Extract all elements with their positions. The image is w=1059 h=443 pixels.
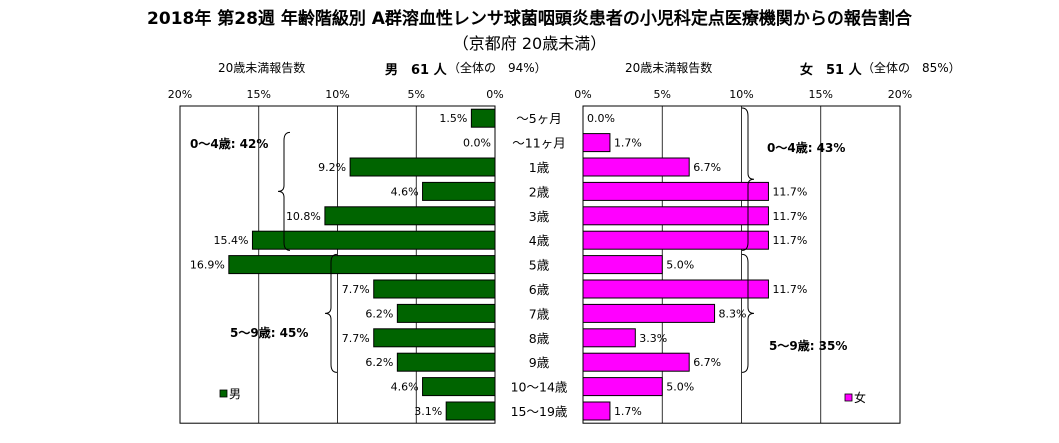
chart-subtitle: （京都府 20歳未満）: [452, 34, 607, 53]
male-bracket-0-4: [277, 131, 291, 251]
male-bar: [373, 279, 496, 299]
female-x-tick-label: 5%: [654, 88, 671, 101]
male-value-label: 16.9%: [190, 259, 225, 272]
category-label: 6歳: [529, 282, 550, 297]
category-label: 5歳: [529, 258, 550, 273]
female-bar: [582, 181, 769, 201]
female-bar: [582, 401, 611, 421]
male-bar: [228, 255, 496, 275]
female-value-label: 6.7%: [693, 356, 721, 369]
male-x-tick-label: 0%: [486, 88, 503, 101]
female-value-label: 8.3%: [719, 307, 747, 320]
female-bar: [582, 328, 636, 348]
category-label: 1歳: [529, 160, 550, 175]
male-value-label: 0.0%: [463, 137, 491, 150]
male-bar: [470, 108, 496, 128]
male-value-label: 6.2%: [365, 356, 393, 369]
male-x-tick-label: 15%: [247, 88, 271, 101]
category-label: 7歳: [529, 306, 550, 321]
category-label: 2歳: [529, 184, 550, 199]
female-bar: [582, 206, 769, 226]
female-legend-label: 女: [854, 390, 866, 405]
female-value-label: 5.0%: [666, 381, 694, 394]
category-label: 3歳: [529, 209, 550, 224]
male-legend-label: 男: [229, 387, 241, 401]
female-x-tick-label: 10%: [729, 88, 753, 101]
female-value-label: 11.7%: [772, 210, 807, 223]
category-label: 8歳: [529, 331, 550, 346]
category-label: 9歳: [529, 355, 550, 370]
male-value-label: 9.2%: [318, 161, 346, 174]
category-label: 15～19歳: [511, 404, 568, 419]
female-value-label: 5.0%: [666, 259, 694, 272]
male-value-label: 7.7%: [342, 332, 370, 345]
female-bracket-0-4: [741, 107, 755, 251]
male-value-label: 7.7%: [342, 283, 370, 296]
female-annotation-5-9: 5～9歳: 35%: [769, 338, 847, 353]
female-value-label: 11.7%: [772, 234, 807, 247]
male-sex-count: 男 61 人: [385, 63, 447, 78]
female-value-label: 3.3%: [639, 332, 667, 345]
category-label: ～11ヶ月: [512, 136, 565, 151]
male-x-tick-label: 10%: [325, 88, 349, 101]
male-count-label: 20歳未満報告数: [218, 61, 306, 75]
male-bar: [324, 206, 496, 226]
female-value-label: 1.7%: [614, 137, 642, 150]
female-value-label: 6.7%: [693, 161, 721, 174]
female-sex-count: 女 51 人: [800, 63, 862, 78]
female-x-tick-label: 20%: [888, 88, 912, 101]
male-value-label: 10.8%: [286, 210, 321, 223]
male-bar: [445, 401, 496, 421]
female-bar: [582, 279, 769, 299]
male-bar: [422, 181, 496, 201]
male-annotation-0-4: 0～4歳: 42%: [190, 136, 268, 151]
female-x-tick-label: 0%: [574, 88, 591, 101]
male-value-label: 4.6%: [391, 381, 419, 394]
male-bar: [422, 377, 496, 397]
female-bar: [582, 133, 611, 153]
female-x-tick-label: 15%: [809, 88, 833, 101]
male-bar: [396, 352, 496, 372]
male-bracket-5-9: [324, 253, 338, 373]
female-value-label: 0.0%: [587, 112, 615, 125]
male-bar: [373, 328, 496, 348]
female-bar: [582, 303, 716, 323]
category-label: 10～14歳: [511, 380, 568, 395]
male-x-tick-label: 20%: [168, 88, 192, 101]
chart-title: 2018年 第28週 年齢階級別 A群溶血性レンサ球菌咽頭炎患者の小児科定点医療…: [147, 9, 912, 29]
male-value-label: 1.5%: [439, 112, 467, 125]
female-count-label: 20歳未満報告数: [625, 61, 713, 75]
female-annotation-0-4: 0～4歳: 43%: [767, 140, 845, 155]
male-value-label: 15.4%: [213, 234, 248, 247]
female-value-label: 11.7%: [772, 185, 807, 198]
male-x-tick-label: 5%: [408, 88, 425, 101]
female-bar: [582, 352, 690, 372]
male-legend-swatch: [219, 389, 228, 398]
male-value-label: 6.2%: [365, 307, 393, 320]
category-label: ～5ヶ月: [516, 111, 561, 126]
female-value-label: 11.7%: [772, 283, 807, 296]
female-bar: [582, 255, 663, 275]
female-legend-swatch: [844, 393, 853, 402]
male-share: （全体の 94%）: [448, 61, 547, 75]
female-bracket-5-9: [741, 253, 755, 373]
male-bar: [251, 230, 496, 250]
female-bar: [582, 230, 769, 250]
category-label: 4歳: [529, 233, 550, 248]
female-bar: [582, 377, 663, 397]
female-share: （全体の 85%）: [862, 61, 961, 75]
male-value-label: 4.6%: [391, 185, 419, 198]
female-bar: [582, 157, 690, 177]
male-bar: [396, 303, 496, 323]
male-value-label: 3.1%: [414, 405, 442, 418]
male-bar: [349, 157, 496, 177]
female-value-label: 1.7%: [614, 405, 642, 418]
male-annotation-5-9: 5～9歳: 45%: [230, 325, 308, 340]
